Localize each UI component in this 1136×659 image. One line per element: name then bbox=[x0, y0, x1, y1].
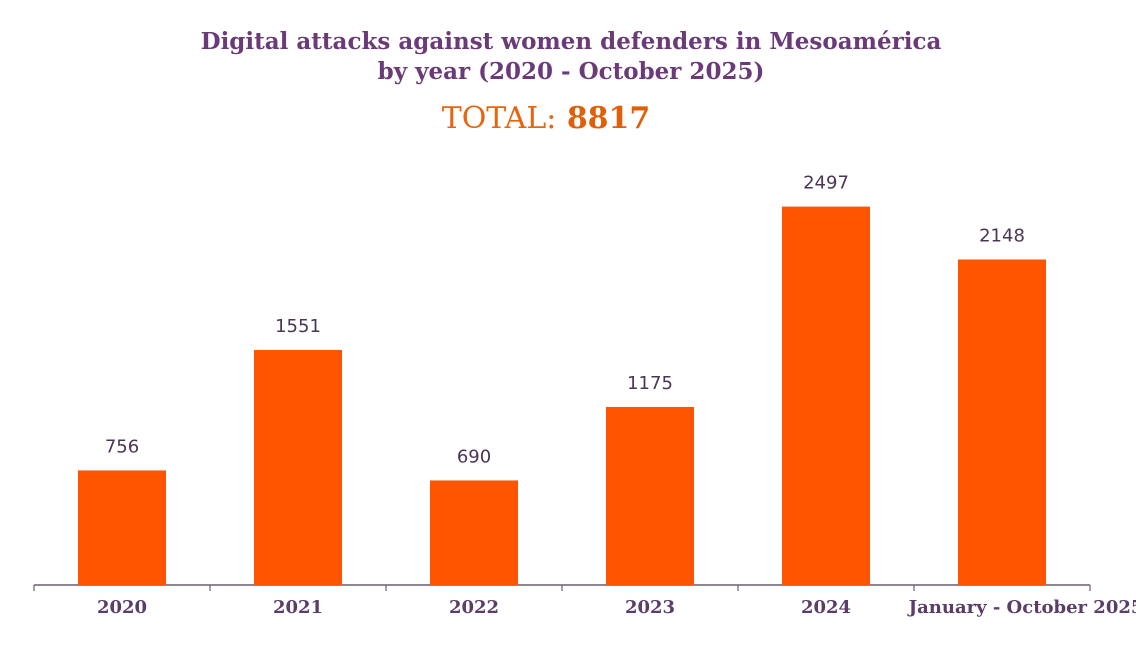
chart-title: by year (2020 - October 2025) bbox=[378, 58, 765, 85]
bar bbox=[606, 406, 694, 585]
total-label: TOTAL: bbox=[442, 101, 557, 136]
bar bbox=[782, 206, 870, 585]
x-tick-label: 2021 bbox=[273, 597, 323, 618]
x-tick-label: 2024 bbox=[801, 597, 851, 618]
value-label: 2497 bbox=[803, 173, 849, 194]
bar bbox=[958, 259, 1046, 585]
value-label: 2148 bbox=[979, 225, 1025, 246]
x-tick-label: 2023 bbox=[625, 597, 675, 618]
x-tick-label: January - October 2025 bbox=[907, 597, 1136, 618]
bar bbox=[430, 480, 518, 585]
chart-title: Digital attacks against women defenders … bbox=[201, 28, 942, 55]
x-tick-label: 2022 bbox=[449, 597, 499, 618]
value-label: 690 bbox=[457, 446, 491, 467]
bar bbox=[78, 470, 166, 585]
x-tick-label: 2020 bbox=[97, 597, 147, 618]
bar bbox=[254, 349, 342, 585]
total-value: 8817 bbox=[567, 101, 651, 136]
value-label: 1175 bbox=[627, 373, 673, 394]
value-label: 756 bbox=[105, 436, 139, 457]
total: TOTAL: 8817 bbox=[442, 101, 651, 136]
value-label: 1551 bbox=[275, 316, 321, 337]
